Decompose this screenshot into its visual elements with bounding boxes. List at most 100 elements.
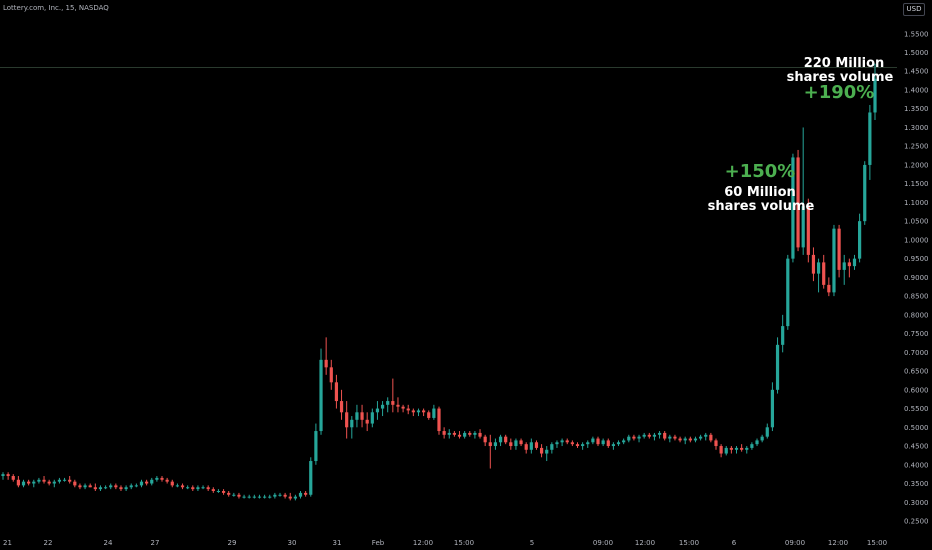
price-tick-label: 0.7000 [904,349,929,357]
currency-button[interactable]: USD [903,3,925,16]
candle-body [632,436,636,439]
candle-body [652,434,657,437]
candle-body [375,408,380,413]
candle-body [422,410,426,413]
candle-body [514,440,518,447]
price-axis[interactable]: 0.2500 0.3000 0.3500 0.4000 0.4500 0.5000 0.55… [904,30,929,525]
candle-body [329,367,333,383]
candle-body [452,432,456,435]
candle-body [396,404,400,407]
price-tick-label: 0.3500 [904,480,929,488]
candle-body [765,427,769,437]
candle-body [283,494,287,497]
time-tick-label: 15:00 [867,539,887,547]
candle-body [345,412,349,428]
candle-body [427,412,431,418]
candle-body [57,479,62,482]
candle-body [309,461,313,495]
candle-body [62,479,67,481]
candle-body [196,487,200,490]
time-tick-label: 27 [151,539,160,547]
candle-body [688,438,692,441]
candle-body [447,432,451,435]
candle-body [93,487,97,490]
candle-body [339,401,344,413]
candle-body [724,447,728,454]
candle-body [268,496,272,498]
price-tick-label: 0.5500 [904,405,929,413]
price-tick-label: 0.4500 [904,443,929,451]
candle-body [232,494,236,496]
time-tick-label: 15:00 [454,539,474,547]
candle-body [155,477,159,480]
candle-body [822,262,826,285]
price-tick-label: 0.9500 [904,255,929,263]
candle-body [673,436,677,439]
price-tick-label: 1.5000 [904,49,929,57]
candle-body [775,344,780,390]
candle-body [109,485,113,488]
candle-body [498,436,503,443]
candle-body [27,481,31,484]
candle-body [760,436,764,441]
price-tick-label: 1.1000 [904,199,929,207]
candle-body [811,254,816,274]
candle-body [350,419,354,428]
price-tick-label: 0.7500 [904,330,929,338]
candle-body [21,481,26,486]
candle-body [391,401,395,405]
candle-body [519,440,523,445]
price-tick-label: 1.2500 [904,143,929,151]
price-tick-label: 0.2500 [904,518,929,526]
annotation-volume-high-label: shares volume [787,70,894,85]
candle-body [37,479,41,482]
price-tick-label: 0.3000 [904,499,929,507]
candle-body [68,479,72,482]
candle-body [637,436,641,439]
candle-body [647,434,651,437]
candle-body [873,78,877,113]
time-tick-label: 22 [44,539,53,547]
candle-body [221,491,226,493]
candle-body [734,447,739,450]
candle-body [191,487,195,490]
time-tick-label: 12:00 [828,539,848,547]
candle-body [119,487,123,490]
candle-body [657,432,662,435]
candle-body [150,479,154,484]
candle-body [555,442,559,445]
candle-body [740,447,744,450]
candle-body [678,438,682,441]
candle-body [124,487,128,490]
candle-body [581,444,585,447]
candle-body [273,494,277,497]
candle-body [842,262,846,270]
candle-body [457,434,462,437]
time-tick-label: 30 [288,539,297,547]
candle-body [616,442,621,445]
price-tick-label: 1.5500 [904,30,929,38]
candle-body [858,221,862,259]
candle-body [11,476,15,480]
price-tick-label: 0.6000 [904,386,929,394]
candle-body [755,440,759,445]
candle-body [606,440,610,447]
candle-body [411,410,415,413]
candle-body [729,447,733,450]
annotations-group: 220 Million shares volume +190% +150% 60… [708,56,894,214]
time-axis[interactable]: 21 22 24 27 29 30 31 Feb 12:00 15:00 5 09:00 12:00 15… [3,539,887,547]
candle-body [596,438,600,445]
annotation-volume-low-label: shares volume [708,199,815,214]
time-tick-label: 12:00 [635,539,655,547]
candle-body [560,440,564,443]
candle-body [186,487,190,489]
candle-body [370,412,374,424]
candle-body [786,258,790,327]
candle-body [242,496,246,498]
candle-body [468,432,472,435]
candle-body [801,206,805,248]
candle-body [509,442,513,447]
candle-body [32,481,36,484]
candle-body [432,408,436,418]
